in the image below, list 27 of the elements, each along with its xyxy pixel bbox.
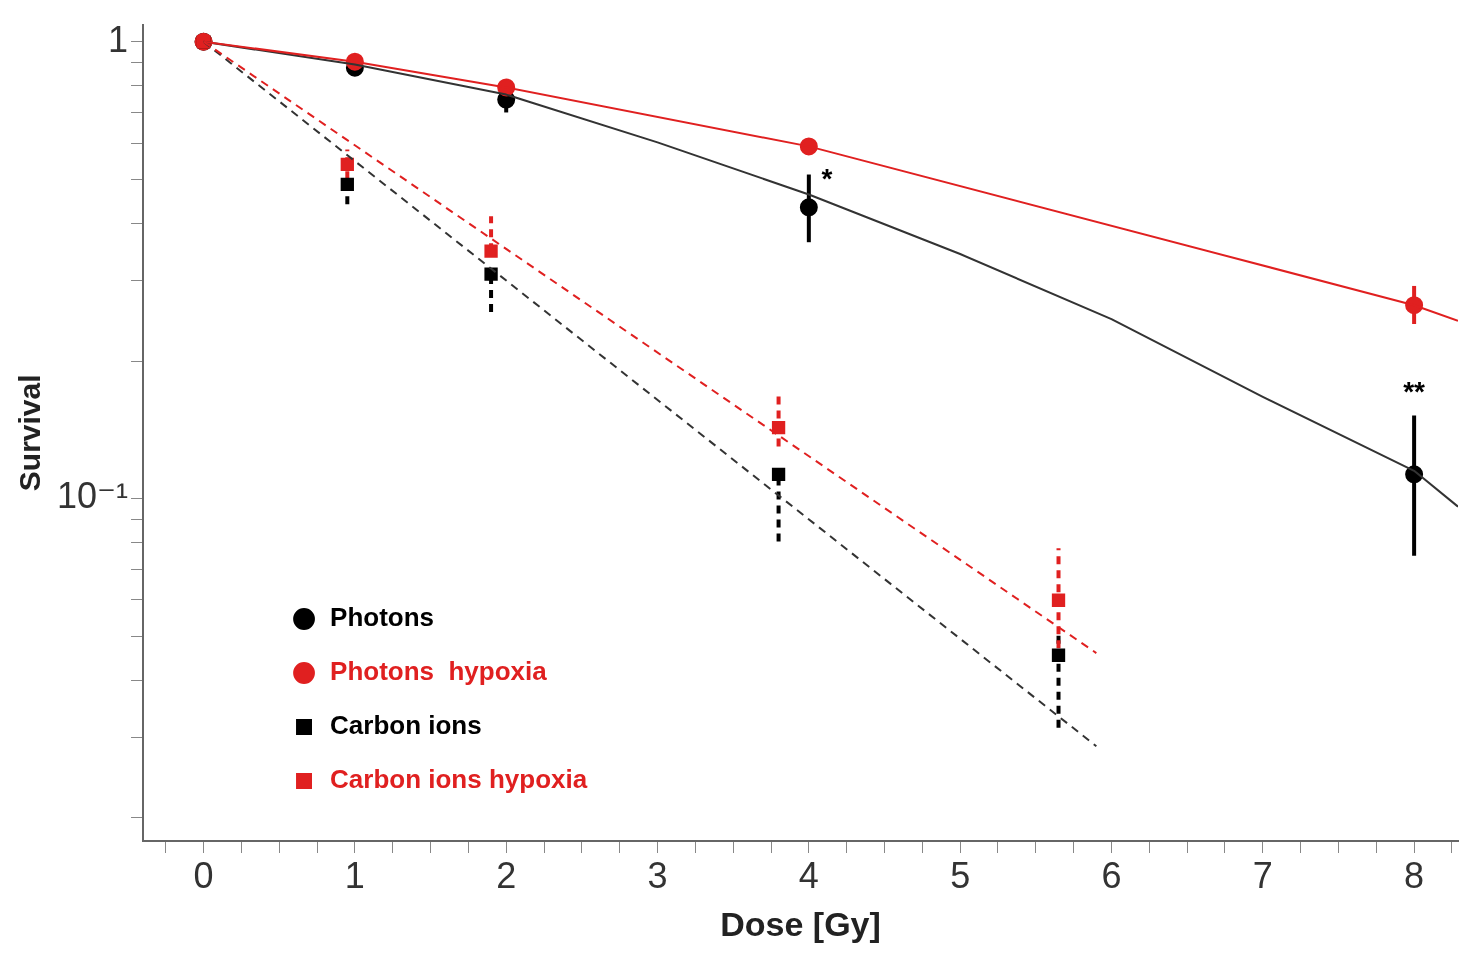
- x-tick-label: 7: [1252, 854, 1273, 896]
- x-tick-label: 3: [647, 854, 668, 896]
- x-tick-label: 5: [950, 854, 971, 896]
- legend-label: Carbon ions hypoxia: [330, 764, 588, 795]
- point: [1051, 593, 1066, 607]
- legend-label: Carbon ions: [330, 710, 482, 741]
- legend-label: Photons: [330, 602, 435, 633]
- x-tick-label: 4: [798, 854, 819, 896]
- legend-label: Photons hypoxia: [330, 656, 548, 687]
- x-tick-label: 6: [1101, 854, 1122, 896]
- x-tick-label: 2: [496, 854, 517, 896]
- point: [799, 198, 818, 217]
- y-axis-title: Survival: [13, 374, 47, 492]
- point: [340, 177, 354, 192]
- y-tick-label: 10⁻¹: [56, 475, 129, 517]
- point: [484, 267, 498, 281]
- x-axis-title: Dose [Gy]: [720, 904, 881, 943]
- x-tick-label: 8: [1404, 854, 1425, 896]
- point: [771, 467, 786, 481]
- point: [1051, 648, 1066, 662]
- point: [771, 420, 786, 435]
- point: [340, 157, 354, 171]
- x-tick-label: 0: [193, 854, 214, 896]
- annotation: *: [821, 163, 833, 195]
- x-tick-label: 1: [344, 854, 365, 896]
- point: [484, 244, 498, 258]
- annotation: **: [1403, 376, 1426, 408]
